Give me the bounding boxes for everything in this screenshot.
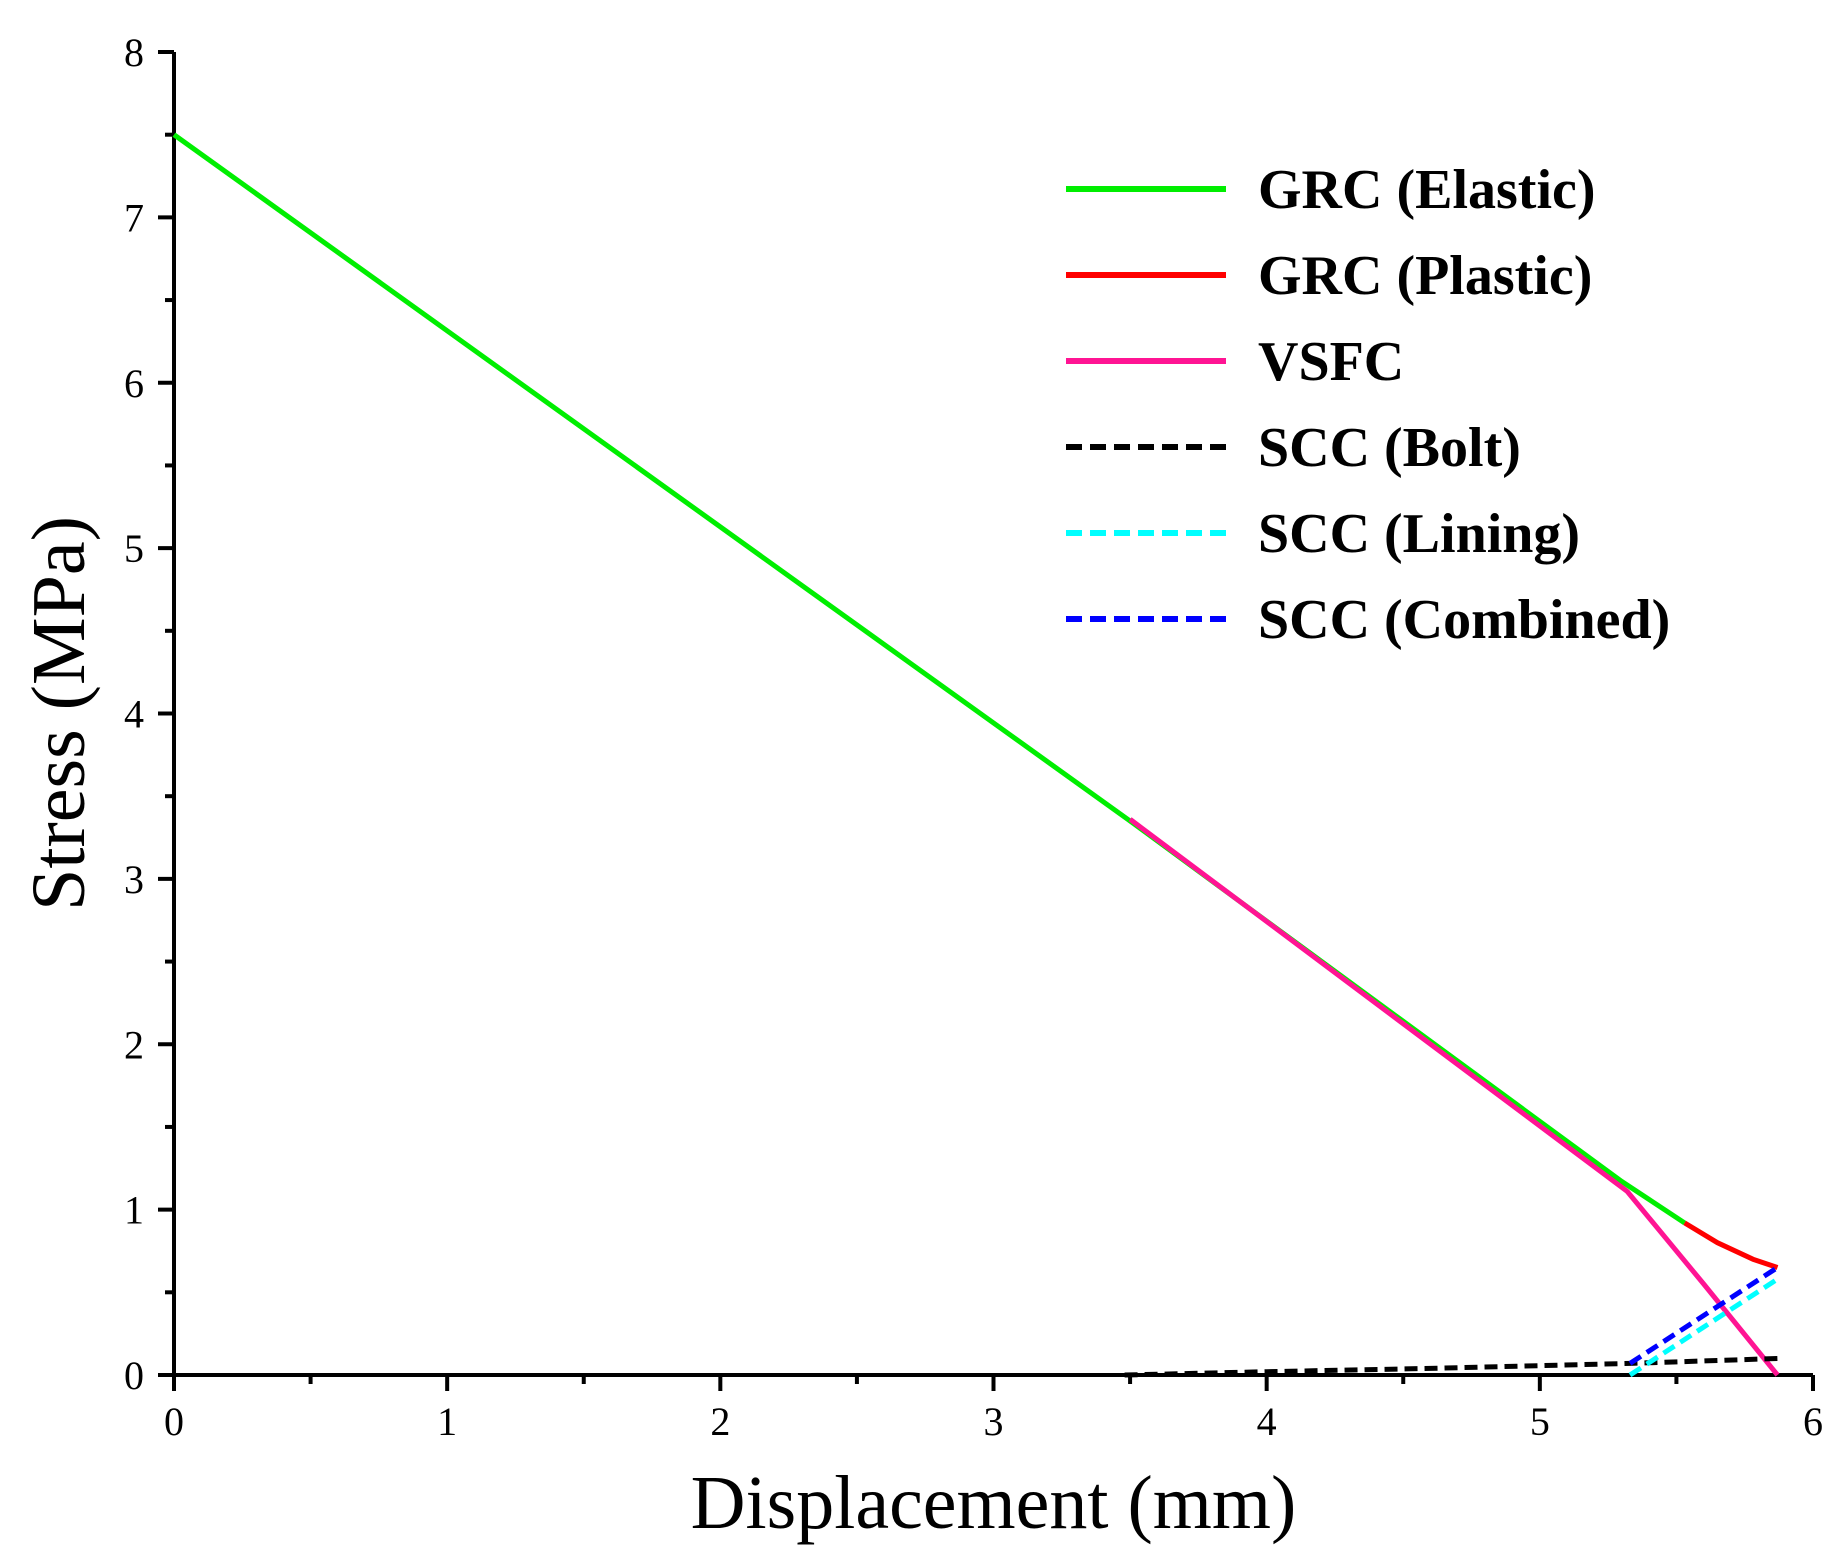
y-tick-label: 4	[124, 692, 144, 737]
y-tick-label: 0	[124, 1353, 144, 1398]
x-tick-label: 3	[984, 1399, 1004, 1444]
series-line-scc-lining	[1628, 1277, 1779, 1378]
legend-label-scc-combined: SCC (Combined)	[1258, 589, 1670, 651]
series-line-grc-plastic	[1683, 1220, 1779, 1270]
y-tick-label: 2	[124, 1022, 144, 1067]
series-line-scc-bolt	[1124, 1356, 1778, 1378]
y-tick-label: 7	[124, 195, 144, 240]
legend-label-grc-elastic: GRC (Elastic)	[1258, 159, 1596, 221]
x-tick-label: 2	[710, 1399, 730, 1444]
x-tick-label: 6	[1803, 1399, 1823, 1444]
y-tick-label: 8	[124, 30, 144, 75]
axes: 0 1 2 3 4 5 6 0 1 2 3 4 5 6 7 8	[124, 30, 1823, 1444]
x-tick-label: 5	[1530, 1399, 1550, 1444]
series-line-scc-combined	[1628, 1265, 1779, 1366]
legend-label-scc-lining: SCC (Lining)	[1258, 503, 1580, 565]
x-tick-label: 4	[1257, 1399, 1277, 1444]
y-tick-label: 5	[124, 526, 144, 571]
y-tick-label: 1	[124, 1188, 144, 1233]
y-axis-title: Stress (MPa)	[17, 516, 101, 911]
x-tick-label: 1	[437, 1399, 457, 1444]
legend-label-vsfc: VSFC	[1258, 331, 1404, 393]
x-axis-title: Displacement (mm)	[691, 1461, 1297, 1545]
legend-label-grc-plastic: GRC (Plastic)	[1258, 245, 1592, 307]
series-lines	[172, 132, 1780, 1378]
legend: GRC (Elastic) GRC (Plastic) VSFC SCC (Bolt)…	[1066, 159, 1670, 651]
x-tick-label: 0	[164, 1399, 184, 1444]
legend-label-scc-bolt: SCC (Bolt)	[1258, 417, 1521, 479]
y-tick-label: 6	[124, 361, 144, 406]
y-tick-label: 3	[124, 857, 144, 902]
series-line-vsfc	[1128, 817, 1780, 1377]
